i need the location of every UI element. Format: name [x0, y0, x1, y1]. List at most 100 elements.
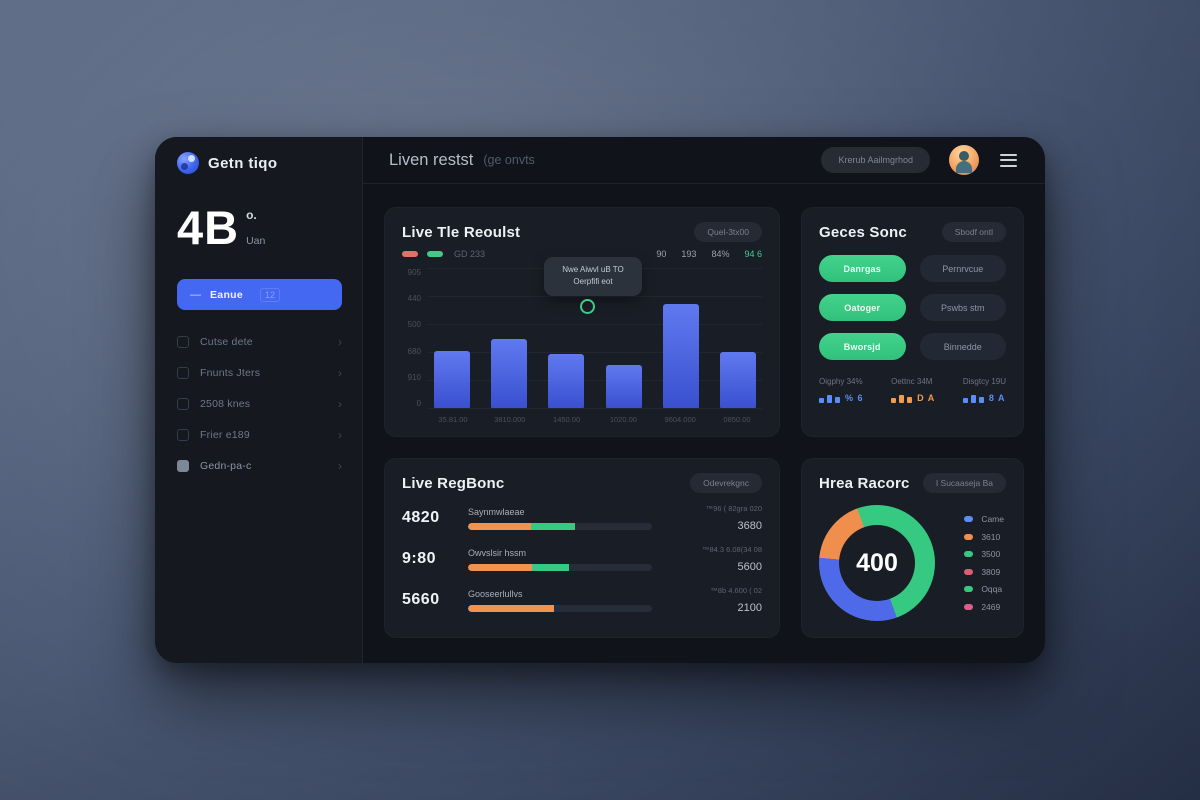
mini-stat-label: Oettnc 34M	[891, 377, 933, 386]
sidebar-item-label: 2508 knes	[200, 397, 251, 410]
mini-stat-label: Disgtcy 19U	[962, 377, 1006, 386]
progress-bar	[468, 604, 652, 612]
progress-card: Live RegBonc Odevrekgnc 4820 Saynmwlaeae	[384, 458, 780, 638]
bars	[434, 268, 756, 408]
sidebar: Getn tiqo 4B o. Uan — Eanue 12 Cutse det…	[155, 137, 363, 663]
mini-stats-row: Oigphy 34% % 6 Oettnc 34M D A	[819, 377, 1006, 403]
chart-tooltip: Nwe Aiwvl uB TO Oerpfifi eot	[544, 257, 642, 296]
legend-dot	[964, 551, 974, 558]
sidebar-item-label: Fnunts Jters	[200, 366, 261, 379]
card-title: Geces Sonc	[819, 223, 907, 241]
legend-item: Oqqa	[964, 584, 1004, 594]
mini-bars-icon: 8 A	[962, 393, 1006, 403]
brand-label: Getn tiqo	[208, 154, 278, 172]
mini-stat-3: Disgtcy 19U 8 A	[962, 377, 1006, 403]
legend-item: 2469	[964, 602, 1004, 612]
dark-action-button-1[interactable]: Pernrvcue	[919, 255, 1006, 282]
header-action-button[interactable]: Krerub Aailmgrhod	[821, 147, 930, 173]
legend-stats: 90 193 84% 94 6	[656, 249, 762, 259]
plot-area: 35.81.00 3810.000 1450.00 1020.00 9604.0…	[428, 257, 762, 424]
legend-dot	[964, 516, 974, 523]
bar-6[interactable]	[719, 352, 756, 408]
bar-card-action-button[interactable]: Quel-3tx00	[694, 222, 762, 242]
app-window: Getn tiqo 4B o. Uan — Eanue 12 Cutse det…	[155, 137, 1045, 663]
bar-3[interactable]	[548, 353, 585, 408]
row-big-value: 5660	[402, 591, 440, 608]
donut-legend: Came 3610 3500 3809 Oqqa 2469	[964, 514, 1006, 612]
bar-chart-card: Live Tle Reoulst Quel-3tx00 GD 233 90 19…	[384, 207, 780, 437]
mini-stat-label: Oigphy 34%	[819, 377, 863, 386]
sidebar-item-label: Frier e189	[200, 428, 250, 441]
legend-item: 3610	[964, 532, 1004, 542]
sidebar-item-5[interactable]: Gedn-pa-c ›	[177, 450, 342, 481]
chevron-right-icon: ›	[338, 396, 342, 411]
sidebar-item-label: Gedn-pa-c	[200, 459, 252, 472]
active-item-badge: 12	[260, 287, 281, 302]
donut-content: 400 Came 3610 3500 3809 Oqqa 2469	[819, 505, 1006, 621]
chevron-right-icon: ›	[338, 334, 342, 349]
big-stat-value: 4B	[177, 201, 240, 254]
chart-legend: GD 233 90 193 84% 94 6	[402, 249, 762, 259]
row-right-value: 3680	[737, 520, 762, 532]
sidebar-active-item[interactable]: — Eanue 12	[177, 279, 342, 310]
y-axis-labels: 905 440 500 680 910 0	[407, 268, 421, 408]
square-icon	[177, 397, 189, 410]
mini-bars-icon: D A	[891, 393, 935, 403]
green-action-button-1[interactable]: Danrgas	[819, 255, 906, 282]
sidebar-item-label: Cutse dete	[200, 335, 253, 348]
bar-5[interactable]	[662, 304, 699, 408]
card-title: Live Tle Reoulst	[402, 223, 521, 241]
row-note: ™84.3 6.08(34 08	[701, 545, 762, 554]
green-action-button-2[interactable]: Oatoger	[819, 294, 906, 321]
dash-icon: —	[190, 288, 201, 301]
highlight-ring-marker	[580, 299, 595, 314]
bar-2[interactable]	[491, 338, 528, 408]
legend-item: 3500	[964, 549, 1004, 559]
sidebar-item-2[interactable]: Fnunts Jters ›	[177, 357, 342, 388]
green-action-button-3[interactable]: Bworsjd	[819, 333, 906, 360]
legend-text: GD 233	[454, 249, 486, 259]
dashboard-grid: Live Tle Reoulst Quel-3tx00 GD 233 90 19…	[363, 184, 1045, 663]
x-axis-labels: 35.81.00 3810.000 1450.00 1020.00 9604.0…	[438, 415, 751, 424]
big-stat-subtitle: Uan	[246, 235, 266, 247]
page-title: Liven restst	[389, 150, 474, 169]
sidebar-item-4[interactable]: Frier e189 ›	[177, 419, 342, 450]
dark-action-button-3[interactable]: Binnedde	[919, 333, 1006, 360]
row-note: ™96 ( 82gra 020	[705, 504, 762, 513]
user-avatar[interactable]	[949, 145, 979, 175]
dark-action-button-2[interactable]: Pswbs stm	[919, 294, 1006, 321]
progress-row-2: 9:80 Owvslsir hssm ™84.3 6.08(34 08 5600	[402, 545, 762, 573]
bar-4[interactable]	[605, 365, 642, 408]
square-filled-icon	[177, 459, 189, 472]
row-big-value: 9:80	[402, 550, 437, 567]
quick-actions-card: Geces Sonc Sbodf ontl Danrgas Pernrvcue …	[801, 207, 1024, 437]
brand: Getn tiqo	[177, 152, 342, 174]
legend-stat: 90	[656, 249, 667, 259]
legend-swatch-red	[402, 251, 418, 257]
actions-card-action-button[interactable]: Sbodf ontl	[941, 222, 1006, 242]
main-area: Liven restst (ge onvts Krerub Aailmgrhod…	[363, 137, 1045, 663]
donut-center-value: 400	[856, 548, 898, 577]
bar-chart: 905 440 500 680 910 0	[402, 257, 762, 424]
legend-swatch-green	[427, 251, 443, 257]
sidebar-item-3[interactable]: 2508 knes ›	[177, 388, 342, 419]
chevron-right-icon: ›	[338, 458, 342, 473]
legend-dot	[964, 533, 974, 540]
row-label: Saynmwlaeae	[468, 506, 525, 517]
row-right-value: 2100	[737, 602, 762, 614]
bar-1[interactable]	[434, 350, 470, 408]
square-icon	[177, 335, 189, 348]
progress-card-action-button[interactable]: Odevrekgnc	[690, 473, 762, 493]
progress-bar	[468, 522, 652, 530]
chevron-right-icon: ›	[338, 365, 342, 380]
legend-item: Came	[964, 514, 1004, 524]
sidebar-item-1[interactable]: Cutse dete ›	[177, 326, 342, 357]
square-icon	[177, 366, 189, 379]
sidebar-big-stat: 4B o. Uan	[177, 204, 342, 251]
row-label: Owvslsir hssm	[468, 547, 526, 558]
chevron-right-icon: ›	[338, 427, 342, 442]
page-title-suffix: (ge onvts	[483, 153, 535, 167]
big-stat-superscript: o.	[246, 208, 257, 222]
hamburger-menu-icon[interactable]	[998, 150, 1019, 171]
donut-card-action-button[interactable]: I Sucaaseja Ba	[922, 473, 1006, 493]
